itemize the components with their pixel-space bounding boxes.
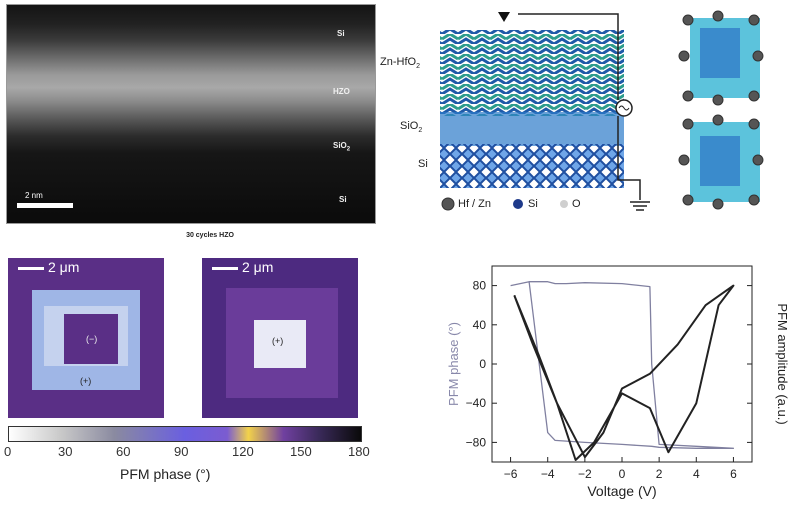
tem-scale-text: 2 nm: [25, 191, 43, 200]
pfm-image-left: 2 μm (+) (−): [8, 258, 164, 418]
pfm-image-right: 2 μm (+): [202, 258, 358, 418]
label-zn-hfo2: Zn-HfO2: [380, 56, 420, 71]
pfm-right-scale-bar: [212, 267, 238, 270]
x-tick-label: −4: [541, 467, 555, 481]
label-si: Si: [418, 158, 428, 170]
hf-zn-legend-icon: [441, 197, 455, 211]
pfm-right-inner-square: [254, 320, 306, 368]
tem-scale-bar: [17, 203, 73, 208]
si-lattice: [440, 144, 624, 188]
pfm-left-sign-plus: (+): [80, 376, 92, 386]
tem-label-si: Si: [339, 195, 347, 204]
y-tick-label: −80: [466, 435, 487, 449]
tip-icon: [498, 12, 510, 22]
x-tick-label: 0: [619, 467, 626, 481]
tem-label-si-top: Si: [337, 29, 345, 38]
tem-label-sio2: SiO2: [333, 141, 351, 153]
x-tick-label: −6: [504, 467, 518, 481]
phase-series-line: [510, 281, 735, 449]
colorbar-tick: 30: [58, 444, 73, 459]
y-axis-label-right: PFM amplitude (a.u.): [775, 303, 790, 424]
y-axis-label-left: PFM phase (°): [446, 322, 461, 406]
x-tick-label: −2: [578, 467, 592, 481]
zn-hfo2-lattice: [440, 30, 624, 116]
legend-hf-zn: Hf / Zn: [458, 198, 492, 210]
tem-caption: 30 cycles HZO: [186, 232, 234, 239]
si-legend-icon: [513, 199, 523, 209]
colorbar-tick: 150: [290, 444, 312, 459]
colorbar-tick: 120: [232, 444, 254, 459]
pfm-left-sign-minus: (−): [86, 334, 98, 344]
hysteresis-chart-svg: −6 −4 −2 0 2 4 6 80 40 0 −40 −80 Voltage (V) PFM phas…: [446, 265, 790, 499]
pfm-right-sign: (+): [272, 336, 284, 346]
pfm-phase-colorbar: [8, 426, 362, 442]
tem-image: Si HZO SiO2 Si 2 nm: [6, 4, 376, 224]
y-tick-label: 80: [473, 279, 487, 293]
colorbar-tick: 60: [116, 444, 131, 459]
x-tick-label: 6: [730, 467, 737, 481]
y-tick-label: 40: [473, 318, 487, 332]
o-legend-icon: [560, 200, 568, 208]
colorbar-label: PFM phase (°): [120, 466, 211, 482]
structure-schematic: Zn-HfO2 SiO2 Si Hf / Zn Si O: [378, 4, 798, 222]
y-tick-label: −40: [466, 396, 487, 410]
amplitude-series-line: [513, 284, 735, 461]
lattice-schematic-svg: [440, 10, 764, 211]
pfm-right-scale-text: 2 μm: [242, 259, 274, 275]
x-tick-label: 2: [656, 467, 663, 481]
pfm-left-scale-bar: [18, 267, 44, 270]
hysteresis-chart: −6 −4 −2 0 2 4 6 80 40 0 −40 −80 Voltage (V) PFM phas…: [440, 252, 798, 500]
sio2-lattice: [440, 112, 624, 146]
legend-o: O: [572, 198, 581, 210]
colorbar-tick: 90: [174, 444, 189, 459]
legend-si: Si: [528, 198, 538, 210]
x-tick-label: 4: [693, 467, 700, 481]
colorbar-tick: 0: [4, 444, 12, 459]
colorbar-ticks: 0 30 60 90 120 150 180: [4, 444, 370, 462]
tem-label-hzo: HZO: [333, 87, 350, 96]
x-axis-label: Voltage (V): [587, 483, 656, 499]
pfm-left-inner-square: [64, 314, 118, 364]
pfm-left-scale-text: 2 μm: [48, 259, 80, 275]
y-tick-label: 0: [479, 357, 486, 371]
label-sio2: SiO2: [400, 120, 423, 135]
colorbar-tick: 180: [348, 444, 370, 459]
